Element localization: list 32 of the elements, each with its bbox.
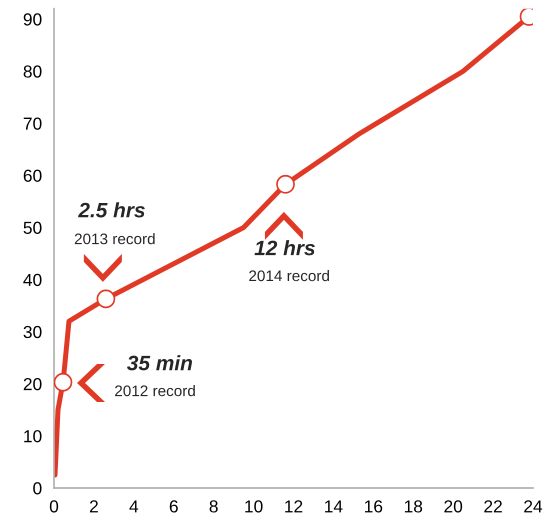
y-tick-label: 0: [33, 482, 42, 494]
y-tick-label: 70: [24, 117, 42, 130]
x-tick-label: 20: [444, 500, 462, 513]
annotation: 2014 record: [249, 270, 329, 282]
annotation: 35 min: [127, 355, 192, 370]
x-tick-label: 12: [285, 500, 302, 512]
annotation: 2.5 hrs: [78, 202, 145, 218]
y-tick-label: 50: [24, 222, 42, 234]
annotation: 2012 record: [115, 385, 195, 396]
x-tick-label: 24: [524, 500, 542, 512]
x-tick-label: 16: [365, 500, 382, 513]
x-tick-label: 22: [484, 500, 502, 512]
x-tick-label: 0: [50, 500, 58, 513]
y-tick-label: 30: [24, 326, 42, 338]
annotation: 12 hrs: [254, 240, 315, 256]
point: [276, 174, 295, 194]
y-tick-label: 40: [23, 274, 42, 286]
x-tick-label: 10: [245, 500, 263, 513]
x-tick-label: 2: [90, 500, 98, 512]
y-tick-label: 60: [24, 170, 42, 182]
y-tick-label: 80: [24, 65, 42, 78]
y-tick-label: 10: [24, 430, 42, 442]
point: [96, 290, 116, 308]
x-tick-label: 14: [325, 500, 343, 512]
x-tick-label: 4: [129, 500, 138, 512]
point: [54, 372, 72, 392]
x-tick-label: 8: [210, 500, 218, 513]
x-tick-label: 6: [170, 500, 178, 513]
y-tick-label: 20: [24, 378, 42, 390]
x-tick-label: 18: [404, 500, 422, 513]
annotation: 2013 record: [74, 233, 155, 244]
y-tick-label: 90: [24, 13, 42, 26]
